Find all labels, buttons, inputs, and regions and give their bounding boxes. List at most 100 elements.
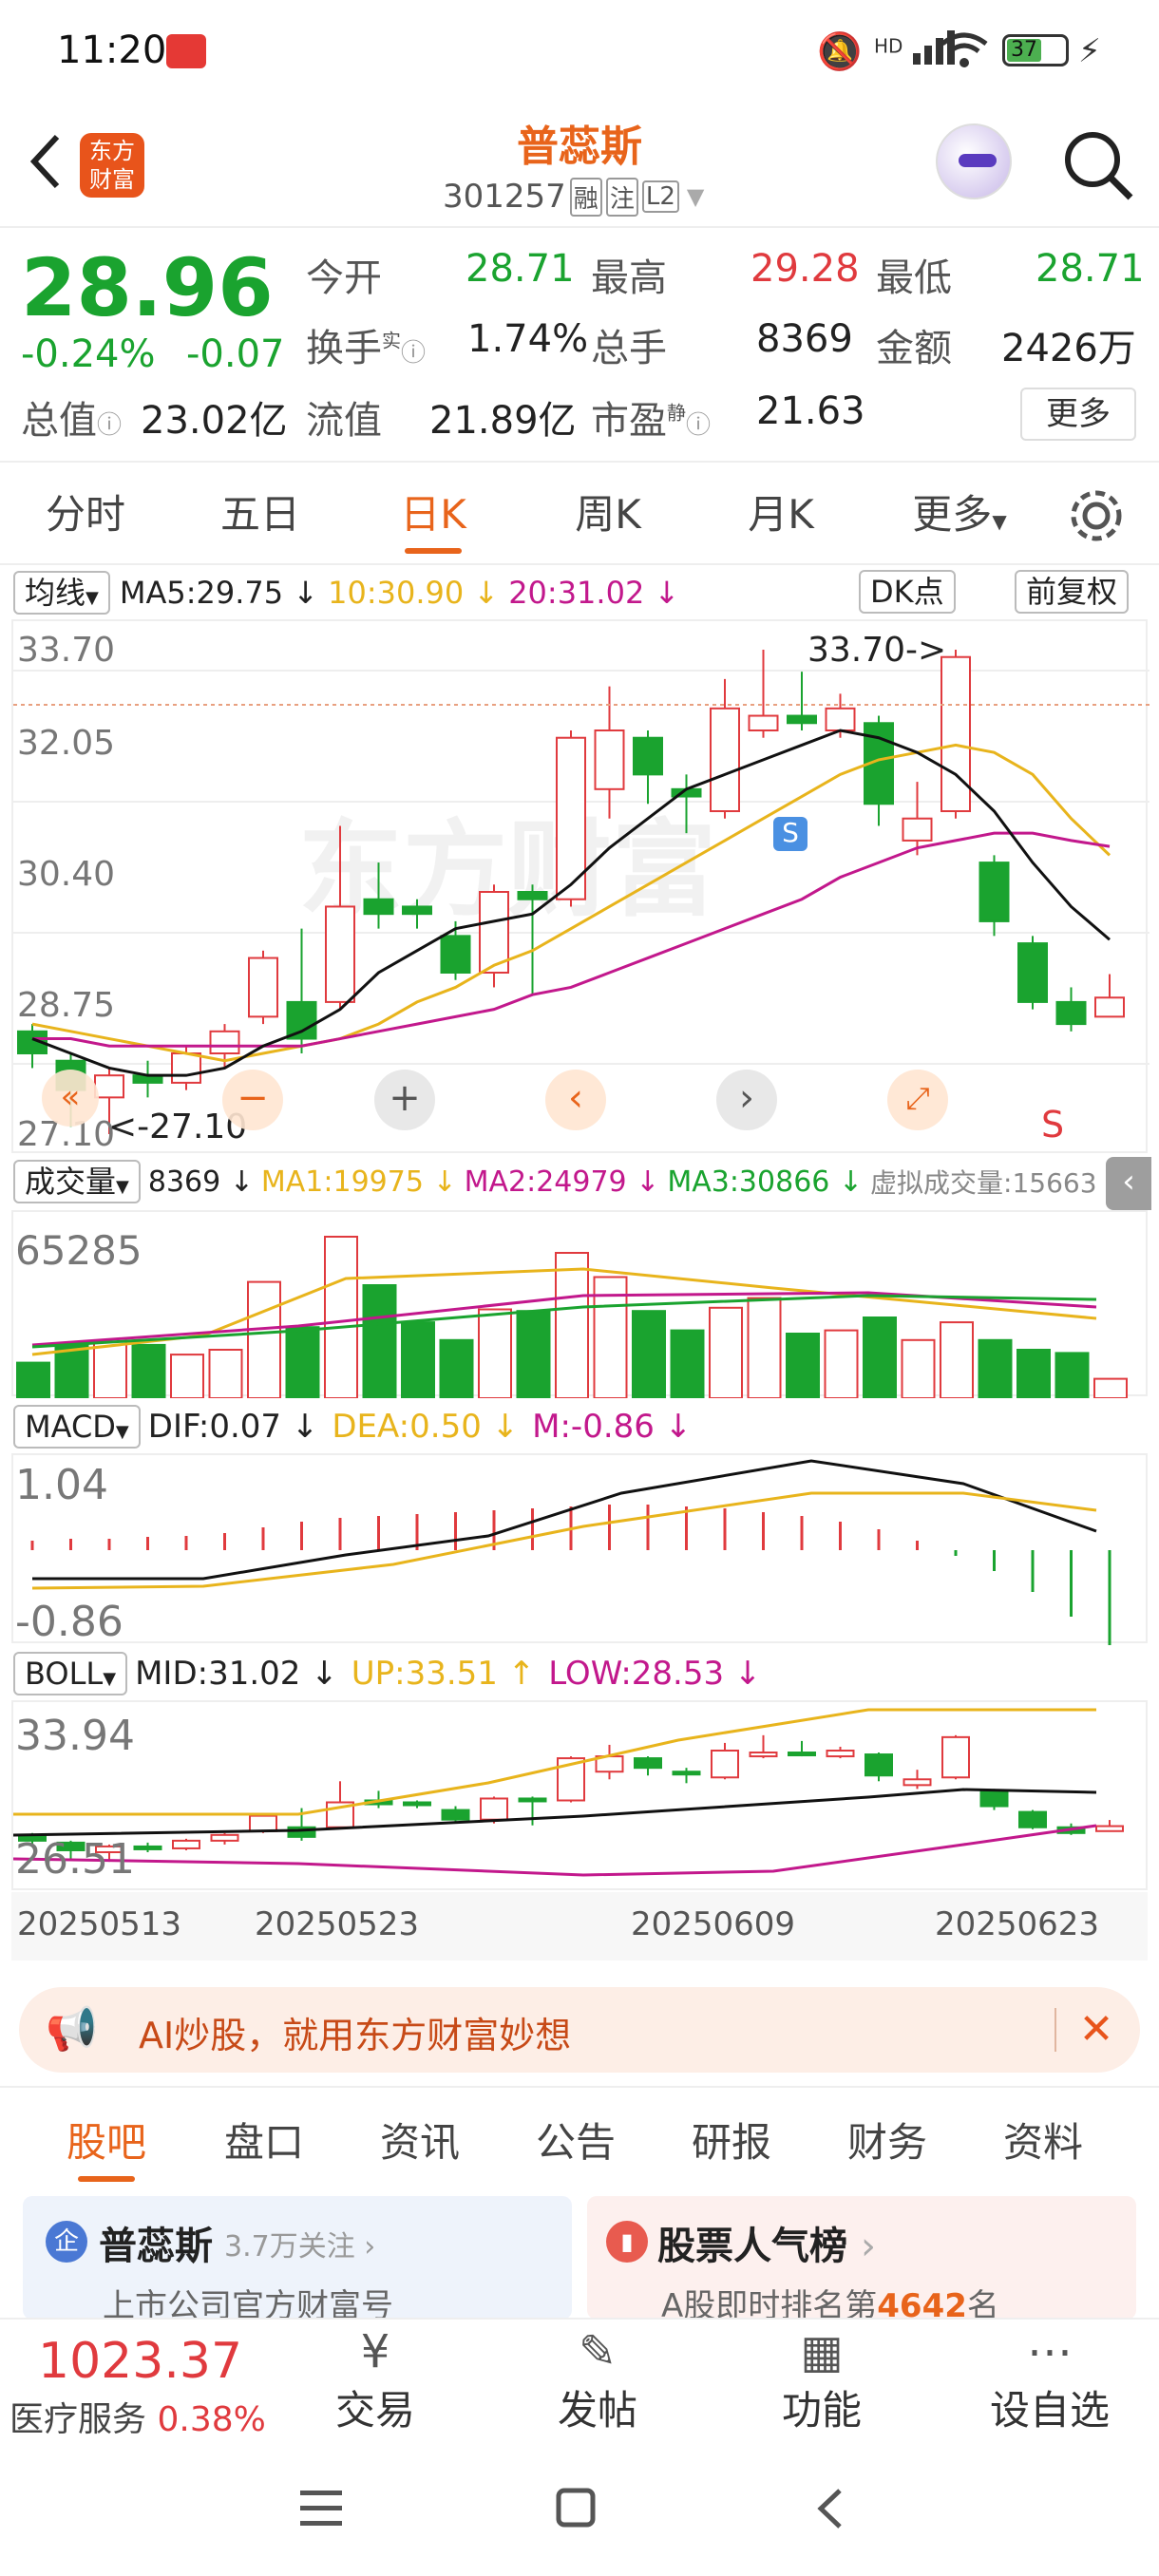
high-value: 29.28 (750, 247, 860, 291)
close-ad-button[interactable]: ✕ (1078, 2005, 1114, 2054)
candle-body (748, 714, 779, 732)
macd-m: M:-0.86 ↓ (532, 1408, 693, 1446)
macd-select[interactable]: MACD▼ (13, 1405, 141, 1449)
tab-fenshi[interactable]: 分时 (45, 491, 125, 538)
date-label-4: 20250623 (935, 1905, 1100, 1943)
tab-rik-label: 日K (400, 491, 466, 538)
volume-axis-max: 65285 (15, 1227, 142, 1274)
battery-icon: 37 (1002, 34, 1069, 66)
volume-bar (16, 1361, 50, 1400)
zoom-out-button[interactable]: − (222, 1070, 283, 1130)
home-button[interactable] (553, 2485, 600, 2532)
volume-bar (362, 1284, 397, 1399)
back-arrow-icon (29, 134, 60, 189)
enterprise-icon: 企 (46, 2221, 87, 2263)
ai-ad-banner[interactable]: 📢 AI炒股，就用东方财富妙想 ✕ (19, 1987, 1140, 2073)
search-button[interactable] (1054, 122, 1140, 207)
volume-bar (709, 1306, 743, 1399)
boll-candle-body (711, 1749, 739, 1779)
volume-select-label: 成交量 (25, 1164, 117, 1200)
volume-bar (786, 1333, 820, 1399)
volume-bar (93, 1340, 127, 1399)
macd-dea: DEA:0.50 ↓ (332, 1408, 520, 1446)
stock-code-row[interactable]: 301257 融 注 L2 ▼ (443, 173, 704, 220)
boll-svg (12, 1708, 1124, 1877)
system-back-button[interactable] (808, 2485, 855, 2532)
popularity-title: 股票人气榜 › (657, 2225, 876, 2268)
back-button[interactable] (19, 123, 76, 199)
menu-button[interactable] (294, 2485, 352, 2532)
subtab-caiwu[interactable]: 财务 (847, 2119, 928, 2166)
boll-candle-body (864, 1753, 893, 1777)
gear-icon (1071, 490, 1122, 541)
subtab-guba[interactable]: 股吧 (66, 2111, 146, 2182)
tab-zhouk[interactable]: 周K (575, 491, 641, 538)
fullscreen-button[interactable]: ⤢ (887, 1070, 948, 1130)
nav-function[interactable]: ▦ 功能 (770, 2325, 874, 2436)
company-account-card[interactable]: 企 普蕊斯 3.7万关注 › 上市公司官方财富号 (23, 2196, 572, 2320)
change-percent: -0.24% (21, 332, 156, 376)
tab-wuri[interactable]: 五日 (219, 491, 300, 538)
ma20-value: 20:31.02 ↓ (508, 575, 680, 611)
nav-watchlist[interactable]: ⋯ 设自选 (978, 2325, 1121, 2436)
current-price: 28.96 (21, 241, 274, 334)
popularity-desc-pre: A股即时排名第 (661, 2287, 878, 2320)
dk-point-select[interactable]: DK点 (859, 570, 956, 614)
candle-body (940, 655, 971, 812)
ma5-line (31, 729, 1111, 1077)
ma-select[interactable]: 均线▼ (13, 571, 110, 615)
scroll-left-double-button[interactable]: « (42, 1070, 99, 1127)
macd-dea-line (31, 1491, 1097, 1590)
boll-select[interactable]: BOLL▼ (13, 1652, 128, 1695)
kline-chart[interactable]: 东方财富 33.70 32.05 30.40 28.75 27.10 33.70… (11, 619, 1150, 1154)
ma10-value: 10:30.90 ↓ (328, 575, 500, 611)
volume-bar (131, 1343, 166, 1399)
boll-candle-body (902, 1778, 932, 1787)
robot-assistant-avatar[interactable] (936, 123, 1012, 199)
card-title: 普蕊斯 (99, 2225, 213, 2268)
boll-up: UP:33.51 ↑ (351, 1655, 536, 1693)
subtab-yanbao[interactable]: 研报 (692, 2119, 772, 2166)
fuquan-select[interactable]: 前复权 (1015, 570, 1130, 614)
subtab-pankou[interactable]: 盘口 (224, 2119, 305, 2166)
boll-indicator-bar: BOLL▼ MID:31.02 ↓ UP:33.51 ↑ LOW:28.53 ↓ (13, 1649, 761, 1698)
nav-trade[interactable]: ¥ 交易 (323, 2325, 428, 2436)
low-label: 最低 (876, 256, 952, 300)
prev-button[interactable]: ‹ (545, 1070, 606, 1130)
subtab-zixun[interactable]: 资讯 (380, 2119, 461, 2166)
system-back-icon (817, 2489, 842, 2529)
tab-rik[interactable]: 日K (367, 463, 500, 567)
volume-bar (1093, 1377, 1128, 1400)
subtab-ziliao[interactable]: 资料 (1003, 2119, 1084, 2166)
status-time: 11:20 (57, 28, 167, 72)
tab-more[interactable]: 更多▼ (893, 463, 1026, 567)
index-value[interactable]: 1023.37 (38, 2333, 243, 2390)
badge-zhu: 注 (605, 177, 638, 217)
zoom-in-button[interactable]: + (374, 1070, 435, 1130)
collapse-side-button[interactable]: ‹ (1106, 1157, 1151, 1210)
tab-yuek[interactable]: 月K (748, 491, 814, 538)
chart-bar-icon: ▮ (606, 2221, 648, 2263)
more-button[interactable]: 更多 (1020, 388, 1136, 441)
period-tabs: 分时 五日 日K 周K 月K 更多▼ (0, 461, 1159, 565)
boll-candle-body (56, 1841, 86, 1851)
next-button[interactable]: › (716, 1070, 777, 1130)
turnover-sup: 实 (382, 329, 401, 352)
volume-bar (324, 1236, 358, 1399)
popularity-title-text: 股票人气榜 (657, 2225, 847, 2268)
tab-more-label: 更多 (912, 491, 993, 538)
wifi-icon (940, 32, 988, 74)
volume-bar (747, 1297, 782, 1399)
index-name-text: 医疗服务 (10, 2400, 147, 2439)
open-value: 28.71 (466, 247, 575, 291)
chart-settings-button[interactable] (1066, 485, 1127, 546)
popularity-card[interactable]: ▮ 股票人气榜 › A股即时排名第4642名 (587, 2196, 1136, 2320)
boll-axis-top: 33.94 (15, 1712, 135, 1760)
sell-signal-badge[interactable]: S (773, 817, 808, 851)
subtab-gonggao[interactable]: 公告 (536, 2119, 617, 2166)
boll-candle-body (441, 1809, 470, 1821)
index-pct: 0.38% (157, 2400, 266, 2439)
volume-value: 8369 (756, 317, 853, 361)
volume-select[interactable]: 成交量▼ (13, 1160, 141, 1203)
nav-post[interactable]: ✎ 发帖 (545, 2325, 650, 2436)
